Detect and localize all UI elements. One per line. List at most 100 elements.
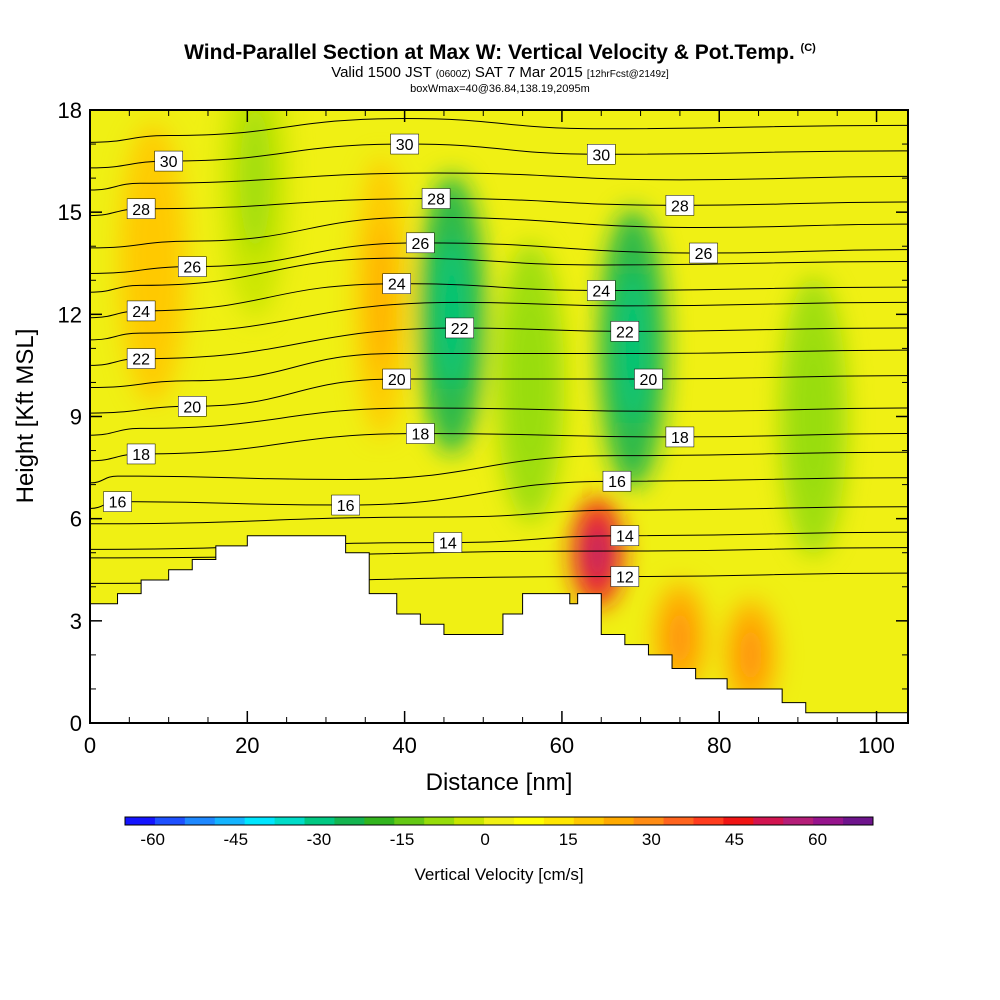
x-tick-label: 80 [707, 733, 731, 758]
contour-label-box [433, 532, 463, 553]
colorbar-frame [124, 816, 874, 826]
contour-label-6: 26 [178, 256, 207, 277]
contour-label-17: 20 [634, 368, 663, 390]
colorbar-tick-label: -45 [224, 830, 249, 849]
contour-label-15: 20 [178, 396, 207, 417]
chart-title-block: Wind-Parallel Section at Max W: Vertical… [0, 36, 1000, 95]
contour-label-23: 16 [602, 470, 632, 492]
contour-label-text: 22 [451, 321, 469, 338]
axes: 0 20 40 60 80 100 0 3 6 9 12 15 18 [58, 98, 908, 758]
colorbar-tick-label: 60 [808, 830, 827, 849]
theta-contour-odd-16 [90, 451, 908, 484]
velocity-core-9 [738, 624, 763, 686]
contour-label-9: 24 [126, 300, 156, 322]
colorbar-swatch [693, 817, 724, 825]
valid-utc: (0600Z) [435, 69, 471, 80]
y-tick-label: 15 [58, 200, 82, 225]
contour-label-text: 18 [132, 447, 150, 464]
contour-label-box [445, 317, 474, 339]
contour-label-text: 18 [411, 427, 429, 444]
y-tick-label: 3 [70, 609, 82, 634]
contour-label-19: 18 [406, 423, 435, 444]
theta-contour-odd-20 [90, 349, 908, 389]
colorbar-swatch [783, 817, 814, 825]
theta-contour-odd-14 [90, 506, 908, 525]
y-tick-label: 12 [58, 302, 82, 327]
contour-label-25: 14 [610, 525, 640, 546]
contour-label-20: 18 [665, 426, 695, 448]
contour-label-text: 20 [388, 372, 406, 389]
contour-label-26: 12 [610, 566, 640, 587]
colorbar-swatch [843, 817, 874, 825]
contour-label-box [126, 300, 156, 322]
colorbar-swatch [513, 817, 545, 825]
contour-label-13: 22 [445, 317, 474, 339]
contour-label-box [406, 232, 435, 254]
contour-label-box [665, 426, 695, 448]
valid-date: SAT 7 Mar 2015 [474, 64, 583, 81]
contour-label-7: 26 [406, 232, 435, 254]
contour-label-box [178, 396, 207, 417]
contour-label-text: 12 [616, 570, 634, 587]
contour-label-text: 14 [616, 529, 634, 546]
colorbar-swatch [813, 817, 844, 825]
contour-label-text: 16 [337, 498, 355, 515]
contour-label-text: 24 [592, 283, 610, 300]
contour-label-text: 26 [411, 236, 429, 253]
contour-label-box [178, 256, 207, 277]
chart-title: Wind-Parallel Section at Max W: Vertical… [0, 36, 1000, 65]
colorbar-swatch [484, 817, 515, 825]
colorbar-swatch [394, 817, 425, 825]
contour-label-text: 20 [640, 372, 658, 389]
box-info: boxWmax=40@36.84,138.19,2095m [410, 83, 590, 95]
x-tick-label: 40 [392, 733, 416, 758]
contour-label-box [421, 188, 451, 209]
contour-label-21: 16 [103, 491, 132, 512]
contour-label-1: 30 [390, 133, 419, 155]
valid-time-line: Valid 1500 JST (0600Z) SAT 7 Mar 2015 [1… [0, 65, 1000, 83]
y-tick-label: 6 [70, 507, 82, 532]
colorbar-swatch [154, 817, 186, 825]
colorbar-swatch [364, 817, 395, 825]
x-axis-title: Distance [nm] [426, 769, 573, 796]
valid-prefix: Valid 1500 JST [331, 64, 432, 81]
colorbar-swatch [214, 817, 246, 825]
contour-label-text: 24 [388, 277, 406, 294]
contour-label-box [154, 150, 183, 172]
contour-label-box [610, 321, 640, 342]
contour-label-box [103, 491, 132, 512]
velocity-core-8 [668, 607, 692, 669]
contour-label-text: 14 [439, 536, 457, 553]
theta-contour-odd-26 [90, 216, 908, 249]
contour-label-box [126, 443, 156, 465]
contour-label-box [382, 273, 411, 294]
colorbar: -60 -45 -30 -15 0 15 30 45 60 [124, 816, 874, 849]
contour-label-24: 14 [433, 532, 463, 553]
contour-label-box [602, 470, 632, 492]
colorbar-tick-label: 15 [559, 830, 578, 849]
colorbar-tick-label: 0 [480, 830, 489, 849]
contour-label-2: 30 [587, 144, 616, 165]
contour-label-text: 26 [695, 246, 713, 263]
contour-label-text: 20 [183, 399, 201, 416]
colorbar-swatch [543, 817, 575, 825]
contour-label-12: 22 [126, 348, 156, 369]
contour-label-text: 28 [132, 202, 150, 219]
contour-label-box [689, 242, 718, 264]
colorbar-tick-label: 30 [642, 830, 661, 849]
theta-contour-odd-24 [90, 257, 908, 293]
velocity-core-4 [515, 305, 546, 460]
colorbar-swatch [723, 817, 754, 825]
contour-label-text: 16 [109, 495, 127, 512]
contour-label-box [390, 133, 419, 155]
contour-label-box [610, 525, 640, 546]
contour-label-8: 26 [689, 242, 718, 264]
contour-label-box [665, 195, 695, 216]
theta-contour-odd-22 [90, 301, 908, 341]
forecast-info: [12hrFcst@2149z] [586, 69, 669, 80]
colorbar-swatch [274, 817, 306, 825]
contour-label-text: 16 [608, 474, 626, 491]
contour-label-18: 18 [126, 443, 156, 465]
contour-label-text: 26 [183, 260, 201, 277]
